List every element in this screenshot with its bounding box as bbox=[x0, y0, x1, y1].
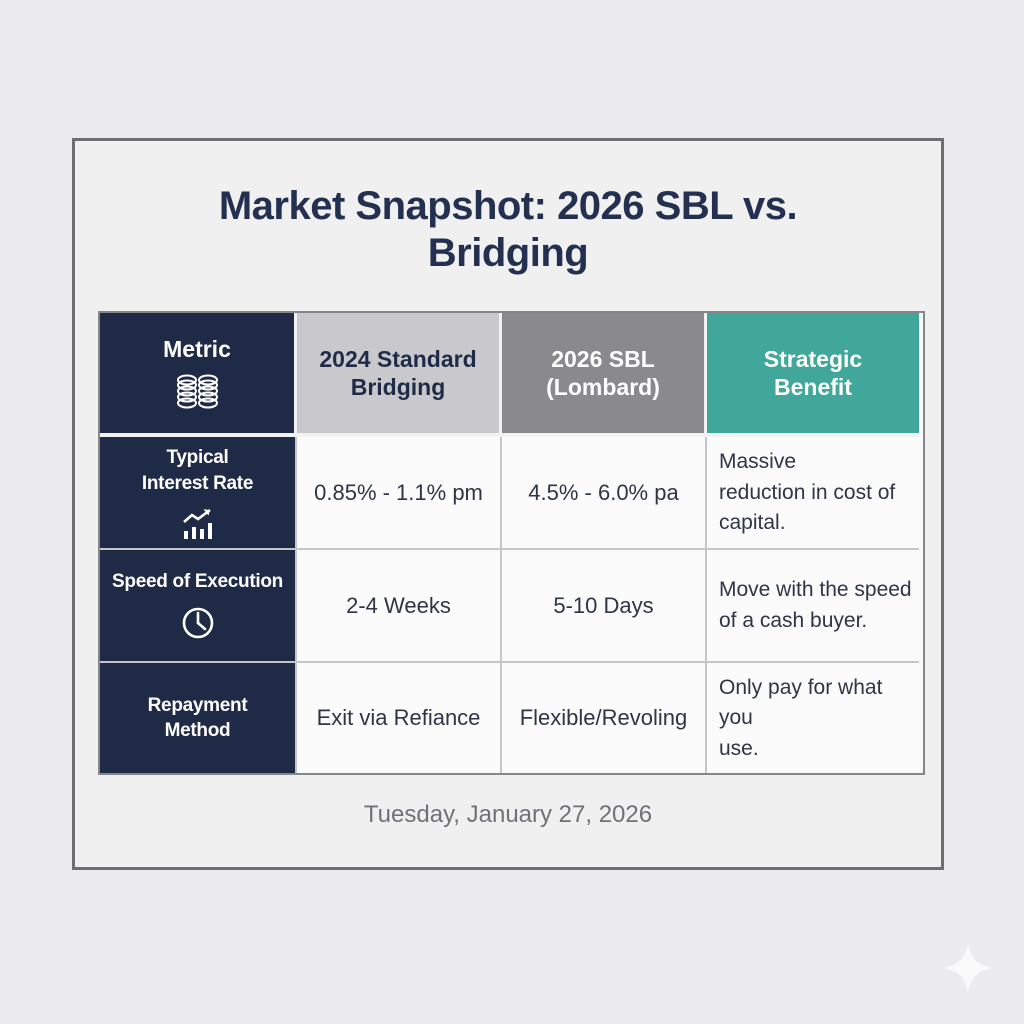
sparkle-icon bbox=[941, 941, 995, 995]
header-label-bridging: 2024 Standard Bridging bbox=[319, 345, 477, 401]
coins-icon bbox=[173, 372, 221, 412]
header-label-sbl: 2026 SBL (Lombard) bbox=[546, 345, 660, 401]
value-cell-sbl-rate: 4.5% - 6.0% pa bbox=[502, 437, 707, 551]
infographic-card: Market Snapshot: 2026 SBL vs. Bridging M… bbox=[72, 138, 944, 870]
benefit-cell-rate: Massive reduction in cost of capital. bbox=[707, 437, 919, 551]
page-title: Market Snapshot: 2026 SBL vs. Bridging bbox=[218, 184, 798, 276]
benefit-cell-repayment: Only pay for what you use. bbox=[707, 663, 919, 774]
value-cell-sbl-repayment: Flexible/Revoling bbox=[502, 663, 707, 774]
benefit-cell-speed: Move with the speed of a cash buyer. bbox=[707, 550, 919, 664]
trend-chart-icon bbox=[177, 505, 219, 541]
value-cell-sbl-speed: 5-10 Days bbox=[502, 550, 707, 664]
metric-label: Speed of Execution bbox=[112, 571, 283, 593]
header-label-benefit: Strategic Benefit bbox=[763, 345, 863, 401]
clock-icon bbox=[178, 603, 218, 643]
header-cell-sbl: 2026 SBL (Lombard) bbox=[502, 313, 707, 438]
metric-cell-interest-rate: Typical Interest Rate bbox=[100, 437, 297, 551]
metric-label: Typical Interest Rate bbox=[141, 447, 254, 494]
header-cell-benefit: Strategic Benefit bbox=[707, 313, 919, 438]
metric-cell-speed: Speed of Execution bbox=[100, 550, 297, 664]
value-cell-bridging-rate: 0.85% - 1.1% pm bbox=[297, 437, 502, 551]
comparison-table: Metric 2024 Standard Bridging 2026 SBL (… bbox=[98, 311, 925, 776]
value-cell-bridging-speed: 2-4 Weeks bbox=[297, 550, 502, 664]
date-caption: Tuesday, January 27, 2026 bbox=[363, 801, 653, 829]
metric-label: Repayment Method bbox=[147, 694, 248, 742]
value-cell-bridging-repayment: Exit via Refiance bbox=[297, 663, 502, 774]
header-cell-metric: Metric bbox=[100, 313, 297, 438]
header-cell-bridging: 2024 Standard Bridging bbox=[297, 313, 502, 438]
metric-cell-repayment: Repayment Method bbox=[100, 663, 297, 774]
header-label-metric: Metric bbox=[163, 336, 231, 362]
